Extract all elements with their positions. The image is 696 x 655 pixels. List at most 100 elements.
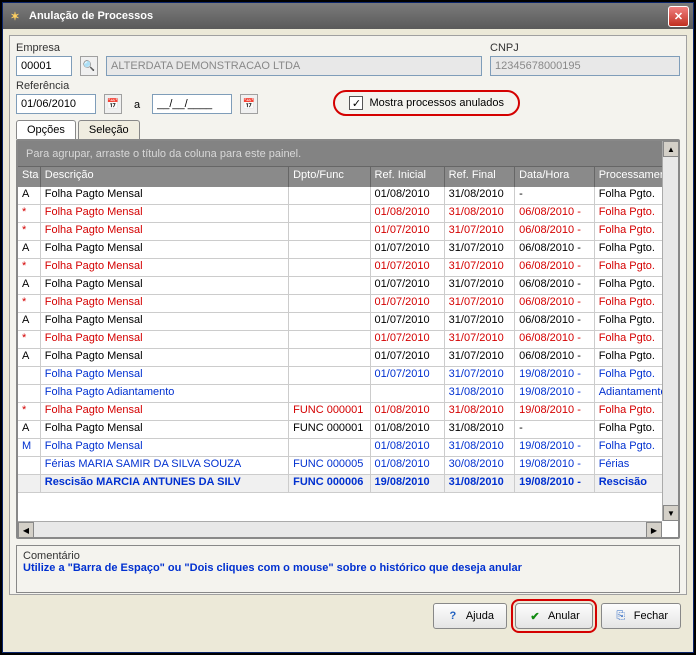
table-row[interactable]: *Folha Pagto Mensal01/07/201031/07/20100… (18, 331, 678, 349)
cell: * (18, 259, 41, 276)
table-row[interactable]: *Folha Pagto Mensal01/07/201031/07/20100… (18, 223, 678, 241)
cell: 01/07/2010 (371, 241, 445, 258)
button-bar: ? Ajuda ✔ Anular ⎘ Fechar (9, 595, 687, 629)
cell (289, 367, 370, 384)
empresa-code-input[interactable] (16, 56, 72, 76)
cnpj-input (490, 56, 680, 76)
col-desc[interactable]: Descrição (41, 167, 289, 187)
table-row[interactable]: Férias MARIA SAMIR DA SILVA SOUZAFUNC 00… (18, 457, 678, 475)
cell: Folha Pagto Mensal (41, 259, 289, 276)
cell: A (18, 349, 41, 366)
cell: * (18, 403, 41, 420)
cell: 01/07/2010 (371, 331, 445, 348)
scrollbar-horizontal[interactable]: ◀ ▶ (18, 521, 662, 537)
table-row[interactable]: AFolha Pagto Mensal01/08/201031/08/2010-… (18, 187, 678, 205)
ref-to-input[interactable] (152, 94, 232, 114)
cell: 31/07/2010 (445, 259, 515, 276)
cell: FUNC 000006 (289, 475, 370, 492)
cell: 01/07/2010 (371, 223, 445, 240)
scroll-left-icon[interactable]: ◀ (18, 522, 34, 538)
empresa-name-input (106, 56, 482, 76)
cell (289, 331, 370, 348)
cell: 01/07/2010 (371, 295, 445, 312)
cell: 31/07/2010 (445, 295, 515, 312)
close-button-label: Fechar (634, 610, 668, 622)
cell: 31/07/2010 (445, 313, 515, 330)
scroll-up-icon[interactable]: ▲ (663, 141, 679, 157)
group-band[interactable]: Para agrupar, arraste o título da coluna… (18, 141, 678, 167)
cell: Folha Pagto Mensal (41, 349, 289, 366)
table-row[interactable]: Folha Pagto Adiantamento31/08/201019/08/… (18, 385, 678, 403)
cell: 31/08/2010 (445, 421, 515, 438)
cell: 06/08/2010 - (515, 349, 595, 366)
scrollbar-vertical[interactable]: ▲ ▼ (662, 141, 678, 521)
cell: 30/08/2010 (445, 457, 515, 474)
anular-button[interactable]: ✔ Anular (515, 603, 593, 629)
col-data[interactable]: Data/Hora (515, 167, 595, 187)
table-row[interactable]: AFolha Pagto Mensal01/07/201031/07/20100… (18, 277, 678, 295)
main-panel: Empresa 🔍 CNPJ Referência (9, 35, 687, 595)
comment-text: Utilize a "Barra de Espaço" ou "Dois cli… (23, 562, 673, 574)
cell: 31/07/2010 (445, 331, 515, 348)
cell: * (18, 331, 41, 348)
table-row[interactable]: *Folha Pagto Mensal01/07/201031/07/20100… (18, 295, 678, 313)
cell: FUNC 000001 (289, 421, 370, 438)
calendar-from-icon[interactable]: 📅 (104, 94, 122, 114)
help-button[interactable]: ? Ajuda (433, 603, 507, 629)
cell: 31/07/2010 (445, 367, 515, 384)
cell: * (18, 223, 41, 240)
scroll-right-icon[interactable]: ▶ (646, 522, 662, 538)
tab-selection[interactable]: Seleção (78, 120, 140, 139)
window-title: Anulação de Processos (29, 10, 668, 22)
cell: 01/08/2010 (371, 439, 445, 456)
col-refini[interactable]: Ref. Inicial (371, 167, 445, 187)
cell: Folha Pagto Mensal (41, 241, 289, 258)
exit-icon: ⎘ (614, 609, 628, 623)
table-row[interactable]: *Folha Pagto Mensal01/07/201031/07/20100… (18, 259, 678, 277)
col-dpfunc[interactable]: Dpto/Func (289, 167, 370, 187)
table-row[interactable]: *Folha Pagto MensalFUNC 00000101/08/2010… (18, 403, 678, 421)
close-icon[interactable]: ✕ (668, 6, 689, 27)
show-cancelled-wrap: ✓ Mostra processos anulados (333, 90, 520, 116)
table-row[interactable]: AFolha Pagto Mensal01/07/201031/07/20100… (18, 313, 678, 331)
titlebar: ✶ Anulação de Processos ✕ (3, 3, 693, 29)
calendar-to-icon[interactable]: 📅 (240, 94, 258, 114)
table-row[interactable]: AFolha Pagto MensalFUNC 00000101/08/2010… (18, 421, 678, 439)
app-icon: ✶ (7, 8, 23, 24)
col-sta[interactable]: Sta (18, 167, 41, 187)
show-cancelled-checkbox[interactable]: ✓ (349, 96, 363, 110)
scroll-down-icon[interactable]: ▼ (663, 505, 679, 521)
table-row[interactable]: AFolha Pagto Mensal01/07/201031/07/20100… (18, 349, 678, 367)
cell (371, 385, 445, 402)
table-row[interactable]: Folha Pagto Mensal01/07/201031/07/201019… (18, 367, 678, 385)
cell (289, 313, 370, 330)
cell: 06/08/2010 - (515, 313, 595, 330)
cell: A (18, 313, 41, 330)
cell: 31/08/2010 (445, 187, 515, 204)
table-row[interactable]: AFolha Pagto Mensal01/07/201031/07/20100… (18, 241, 678, 259)
lookup-icon[interactable]: 🔍 (80, 56, 98, 76)
cell: * (18, 205, 41, 222)
table-row[interactable]: *Folha Pagto Mensal01/08/201031/08/20100… (18, 205, 678, 223)
cell: * (18, 295, 41, 312)
tab-options[interactable]: Opções (16, 120, 76, 139)
cell: 06/08/2010 - (515, 277, 595, 294)
cell: M (18, 439, 41, 456)
cell: Folha Pagto Adiantamento (41, 385, 289, 402)
ref-from-input[interactable] (16, 94, 96, 114)
cell: Folha Pagto Mensal (41, 439, 289, 456)
cell: 31/07/2010 (445, 223, 515, 240)
cell: 06/08/2010 - (515, 295, 595, 312)
cell: 01/07/2010 (371, 277, 445, 294)
cell (289, 241, 370, 258)
comment-box: Comentário Utilize a "Barra de Espaço" o… (16, 545, 680, 593)
col-reffin[interactable]: Ref. Final (445, 167, 515, 187)
cell: A (18, 187, 41, 204)
grid-header: Sta Descrição Dpto/Func Ref. Inicial Ref… (18, 167, 678, 187)
table-row[interactable]: MFolha Pagto Mensal01/08/201031/08/20101… (18, 439, 678, 457)
close-button[interactable]: ⎘ Fechar (601, 603, 681, 629)
cell: Folha Pagto Mensal (41, 421, 289, 438)
cell (289, 277, 370, 294)
cell: 19/08/2010 (371, 475, 445, 492)
table-row[interactable]: Rescisão MARCIA ANTUNES DA SILVFUNC 0000… (18, 475, 678, 493)
